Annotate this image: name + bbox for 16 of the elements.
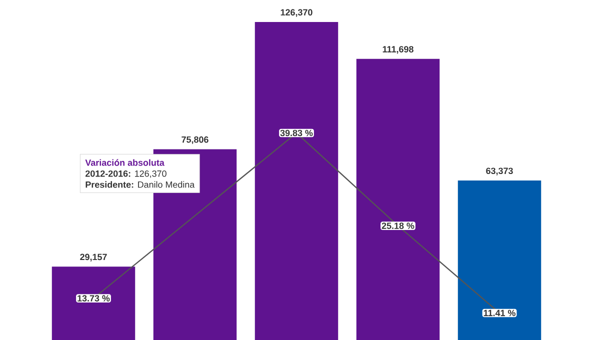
bar (356, 58, 440, 340)
annotation: Variación absoluta (85, 159, 164, 166)
data-label: 126,370 (280, 9, 312, 17)
annotation: Presidente: Danilo Medina (86, 181, 195, 188)
bar (52, 266, 136, 340)
data-label: 13.73 % (78, 295, 110, 302)
data-label: 29,157 (80, 254, 107, 262)
data-label: 25.18 % (382, 222, 414, 229)
bar (254, 22, 338, 340)
annotation: 2012-2016: 126,370 (85, 170, 166, 178)
data-label: 63,373 (486, 168, 513, 176)
data-label: 11.41 % (484, 310, 516, 316)
data-label: 39.83 % (280, 130, 313, 136)
bar (458, 180, 542, 340)
data-label: 75,806 (182, 136, 208, 144)
data-label: 111,698 (382, 46, 414, 54)
